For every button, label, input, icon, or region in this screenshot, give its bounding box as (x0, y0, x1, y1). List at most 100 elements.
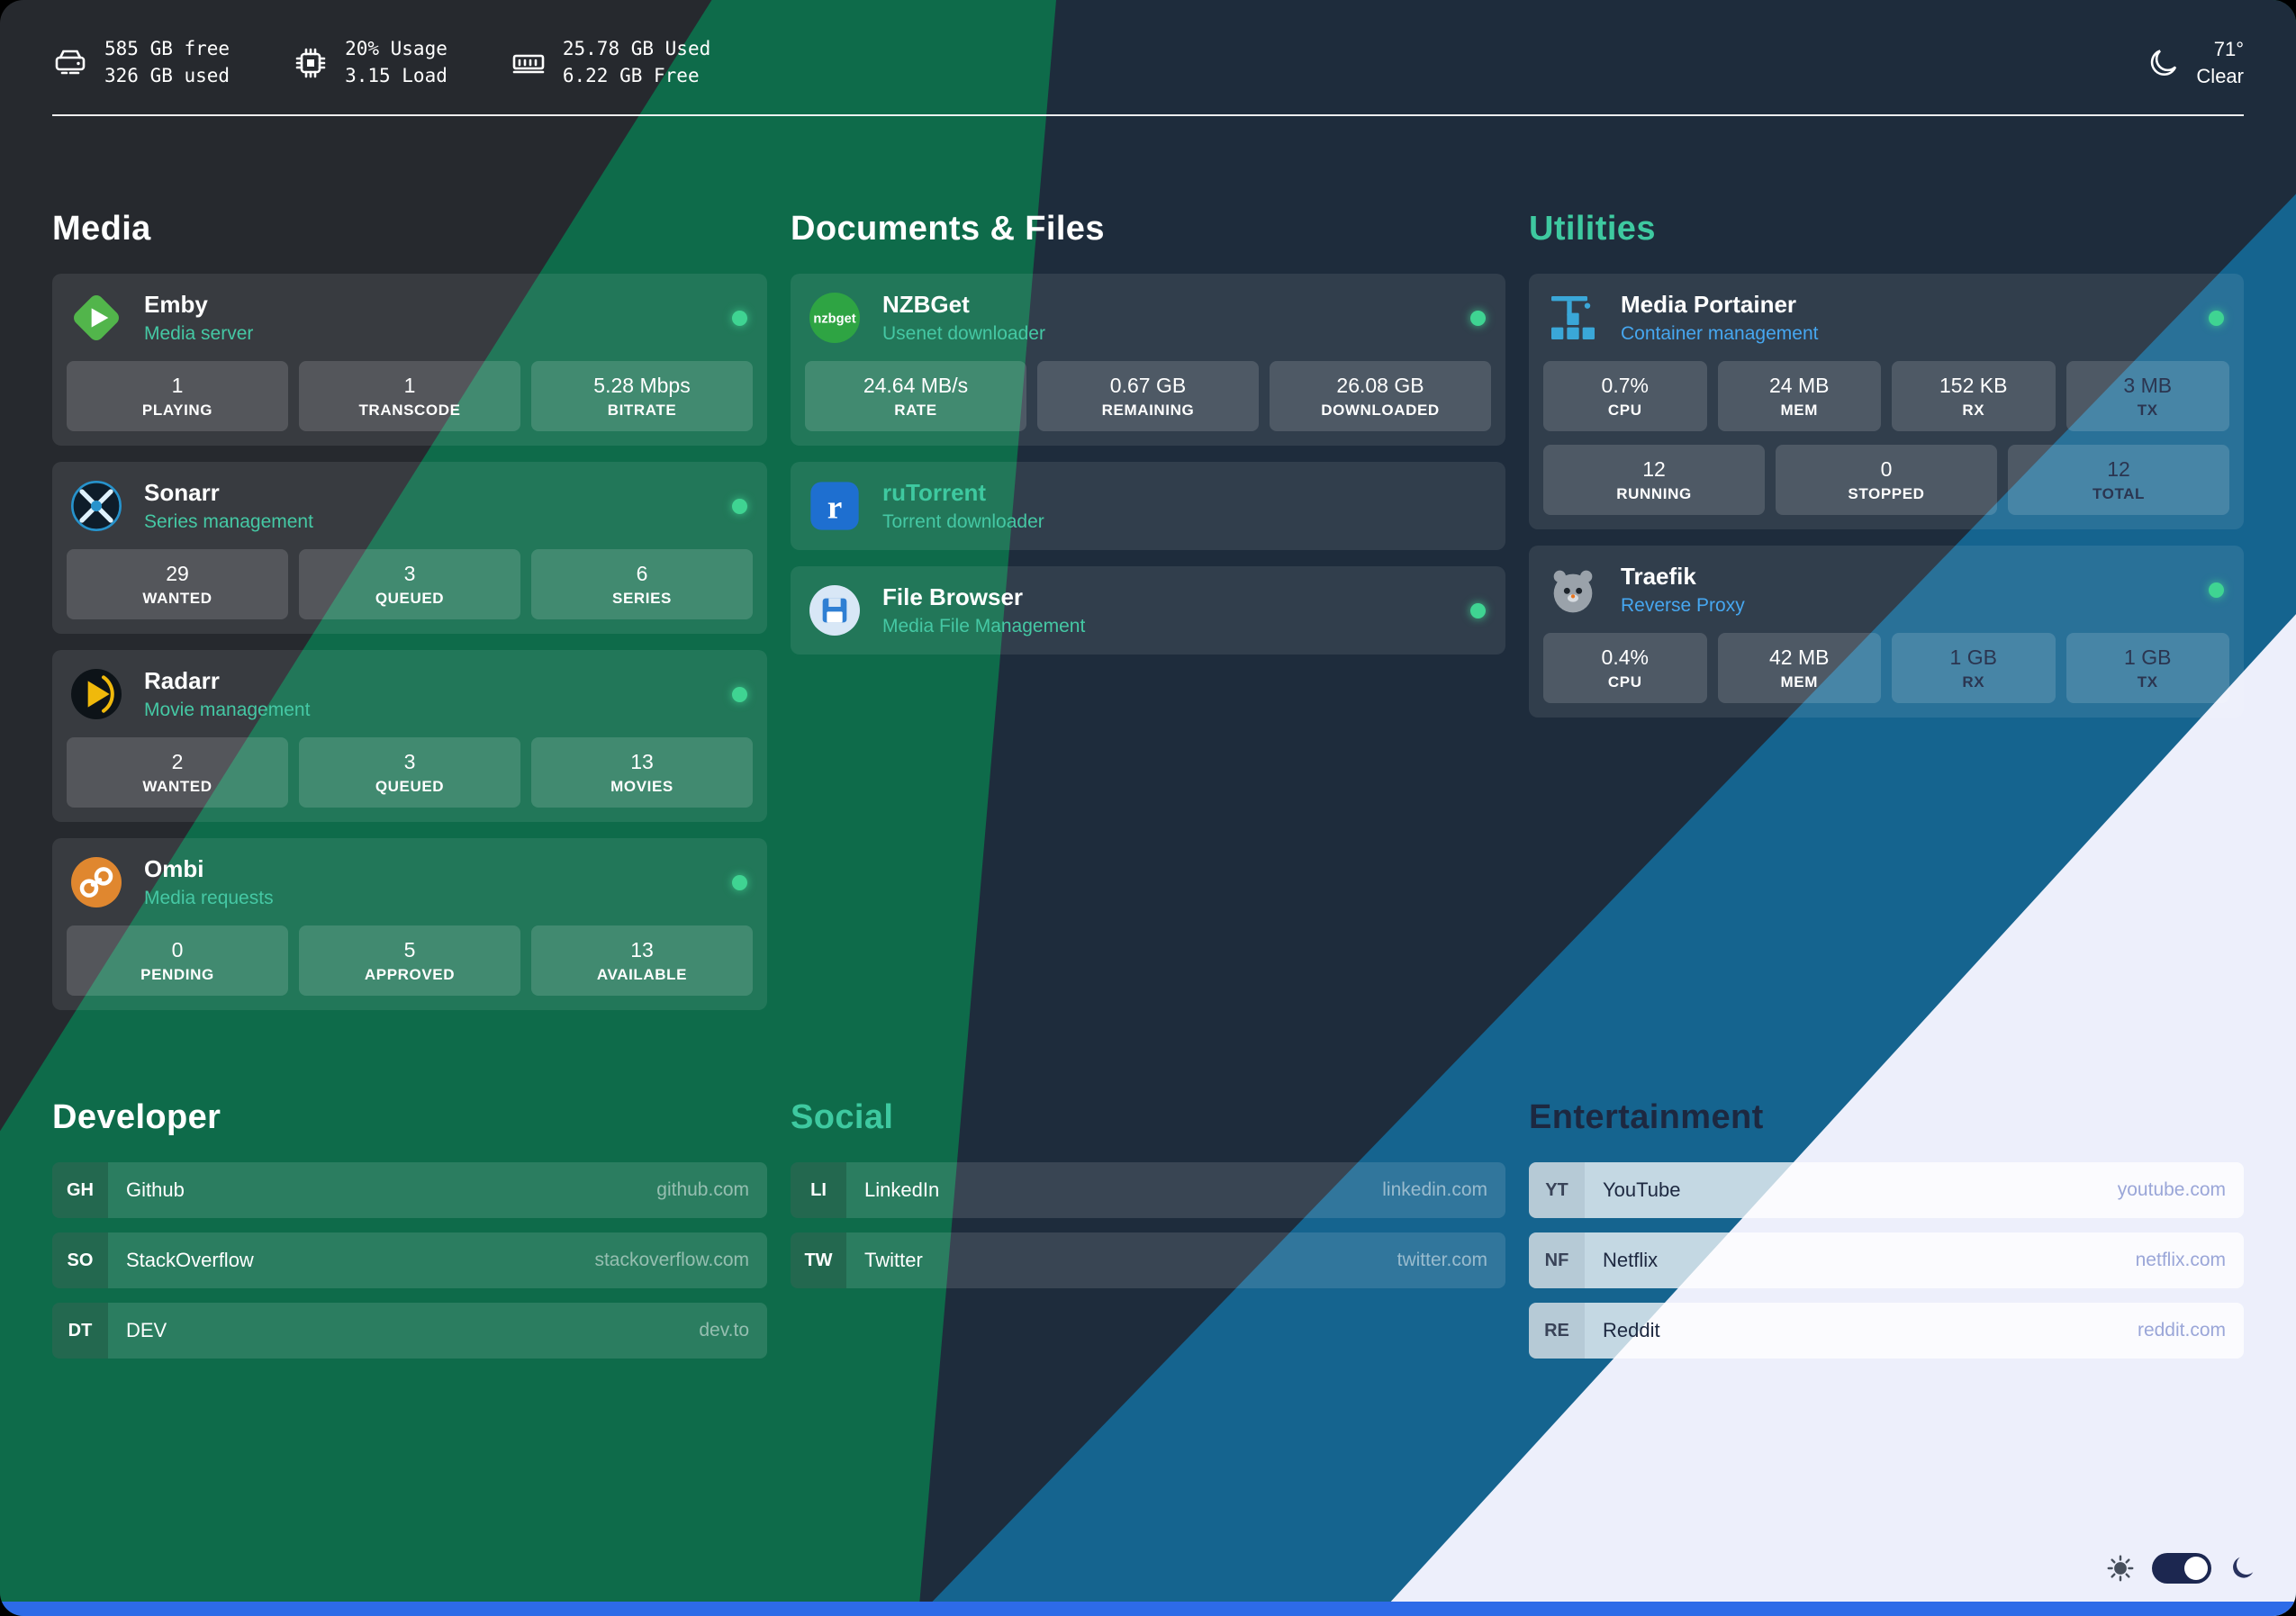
service-name: Emby (144, 291, 208, 319)
stat-label: REMAINING (1101, 401, 1195, 419)
stat-tile: 1 PLAYING (67, 361, 288, 432)
status-dot (732, 686, 747, 702)
link-row-reddit[interactable]: RE Reddit reddit.com (1529, 1303, 2244, 1359)
emby-icon (67, 288, 126, 348)
link-row-stackoverflow[interactable]: SO StackOverflow stackoverflow.com (52, 1232, 767, 1289)
service-card-portainer[interactable]: Media Portainer Container management 0.7… (1529, 274, 2244, 530)
section-social: Social LI LinkedIn linkedin.com TW Twitt… (791, 1098, 1505, 1373)
stat-tile: 3 QUEUED (299, 737, 520, 808)
service-desc: Reverse Proxy (1621, 595, 1745, 617)
stat-label: RUNNING (1616, 484, 1692, 502)
link-name: Reddit (1603, 1319, 1660, 1342)
rutorrent-icon: r (805, 476, 864, 536)
stat-tile: 1 GB TX (2065, 633, 2229, 704)
stat-label: RATE (894, 401, 937, 419)
stat-value: 13 (630, 749, 654, 773)
stat-label: WANTED (142, 777, 212, 795)
theme-switcher (2105, 1553, 2258, 1584)
stat-label: STOPPED (1848, 484, 1925, 502)
stat-value: 13 (630, 937, 654, 961)
service-desc: Torrent downloader (882, 511, 1044, 533)
link-row-youtube[interactable]: YT YouTube youtube.com (1529, 1162, 2244, 1219)
stat-tile: 26.08 GB DOWNLOADED (1270, 361, 1491, 432)
stat-tile: 6 SERIES (531, 549, 753, 620)
link-name: LinkedIn (864, 1178, 940, 1202)
stat-label: AVAILABLE (596, 965, 688, 983)
link-url: github.com (656, 1179, 749, 1201)
stat-label: PLAYING (141, 401, 213, 419)
moon-filled-icon[interactable] (2228, 1553, 2258, 1584)
link-row-twitter[interactable]: TW Twitter twitter.com (791, 1232, 1505, 1289)
sonarr-icon (67, 476, 126, 536)
link-url: stackoverflow.com (594, 1250, 749, 1271)
service-card-rutorrent[interactable]: r ruTorrent Torrent downloader (791, 462, 1505, 551)
link-url: twitter.com (1397, 1250, 1487, 1271)
stat-value: 0.67 GB (1109, 373, 1187, 397)
stat-tile: 0.7% CPU (1543, 361, 1707, 432)
stat-tile: 0 PENDING (67, 925, 288, 997)
stat-value: 3 (403, 749, 416, 773)
stat-value: 1 GB (1949, 645, 1997, 669)
stat-value: 6 (636, 561, 648, 585)
stats-row: 29 WANTED 3 QUEUED 6 SERIES (67, 549, 753, 620)
stat-label: RX (1962, 673, 1985, 691)
link-url: dev.to (699, 1320, 749, 1341)
link-row-netflix[interactable]: NF Netflix netflix.com (1529, 1232, 2244, 1289)
stat-value: 152 KB (1939, 373, 2008, 397)
theme-toggle[interactable] (2152, 1553, 2211, 1584)
stat-label: CPU (1607, 673, 1642, 691)
link-name: YouTube (1603, 1178, 1681, 1202)
link-badge: NF (1529, 1232, 1585, 1289)
stat-label: TX (2137, 673, 2158, 691)
service-card-nzbget[interactable]: nzbget NZBGet Usenet downloader 24.64 MB… (791, 274, 1505, 447)
ram-status: 25.78 GB Used 6.22 GB Free (511, 36, 710, 89)
service-card-emby[interactable]: Emby Media server 1 PLAYING 1 TRANSCODE 5.… (52, 274, 767, 447)
stat-label: RX (1962, 401, 1985, 419)
ram-free: 6.22 GB Free (562, 64, 700, 86)
service-desc: Usenet downloader (882, 323, 1045, 345)
link-name: DEV (126, 1319, 167, 1342)
service-desc: Media requests (144, 888, 274, 909)
stat-tile: 24.64 MB/s RATE (805, 361, 1026, 432)
sun-icon[interactable] (2105, 1553, 2136, 1584)
service-desc: Container management (1621, 323, 1819, 345)
link-name: Github (126, 1178, 185, 1202)
service-card-sonarr[interactable]: Sonarr Series management 29 WANTED 3 QUEUE… (52, 462, 767, 635)
link-row-github[interactable]: GH Github github.com (52, 1162, 767, 1219)
service-card-radarr[interactable]: Radarr Movie management 2 WANTED 3 QUEUED … (52, 650, 767, 823)
service-card-ombi[interactable]: Ombi Media requests 0 PENDING 5 APPROVED 1… (52, 838, 767, 1011)
link-badge: SO (52, 1232, 108, 1289)
link-row-linkedin[interactable]: LI LinkedIn linkedin.com (791, 1162, 1505, 1219)
stat-tile: 3 MB TX (2065, 361, 2229, 432)
link-row-dev[interactable]: DT DEV dev.to (52, 1303, 767, 1359)
service-card-filebrowser[interactable]: File Browser Media File Management (791, 566, 1505, 655)
stat-tile: 13 AVAILABLE (531, 925, 753, 997)
stat-tile: 5 APPROVED (299, 925, 520, 997)
nzbget-icon: nzbget (805, 288, 864, 348)
stat-tile: 13 MOVIES (531, 737, 753, 808)
status-dot (2209, 310, 2224, 326)
section-title: Social (791, 1098, 894, 1137)
stats-row: 0.7% CPU 24 MB MEM 152 KB RX 3 MB TX (1543, 361, 2229, 432)
cpu-usage: 20% Usage (345, 38, 447, 60)
stat-tile: 29 WANTED (67, 549, 288, 620)
weather-condition: Clear (2196, 64, 2244, 87)
stat-tile: 1 TRANSCODE (299, 361, 520, 432)
status-dot (732, 310, 747, 326)
section-title: Entertainment (1529, 1098, 1764, 1137)
status-dot (2209, 582, 2224, 598)
stat-label: TX (2137, 401, 2158, 419)
stat-value: 1 GB (2124, 645, 2172, 669)
status-dot (1470, 310, 1486, 326)
service-name: Media Portainer (1621, 291, 1797, 319)
link-name: Twitter (864, 1249, 923, 1272)
service-name: NZBGet (882, 291, 970, 319)
service-card-traefik[interactable]: Traefik Reverse Proxy 0.4% CPU 42 MB MEM 1… (1529, 546, 2244, 718)
stat-label: MEM (1780, 401, 1818, 419)
section-developer: Developer GH Github github.com SO StackO… (52, 1098, 767, 1373)
stat-tile: 1 GB RX (1892, 633, 2056, 704)
theme-toggle-knob[interactable] (2184, 1557, 2208, 1580)
topbar-divider (52, 114, 2244, 117)
status-dot (732, 874, 747, 890)
stats-row: 0.4% CPU 42 MB MEM 1 GB RX 1 GB TX (1543, 633, 2229, 704)
